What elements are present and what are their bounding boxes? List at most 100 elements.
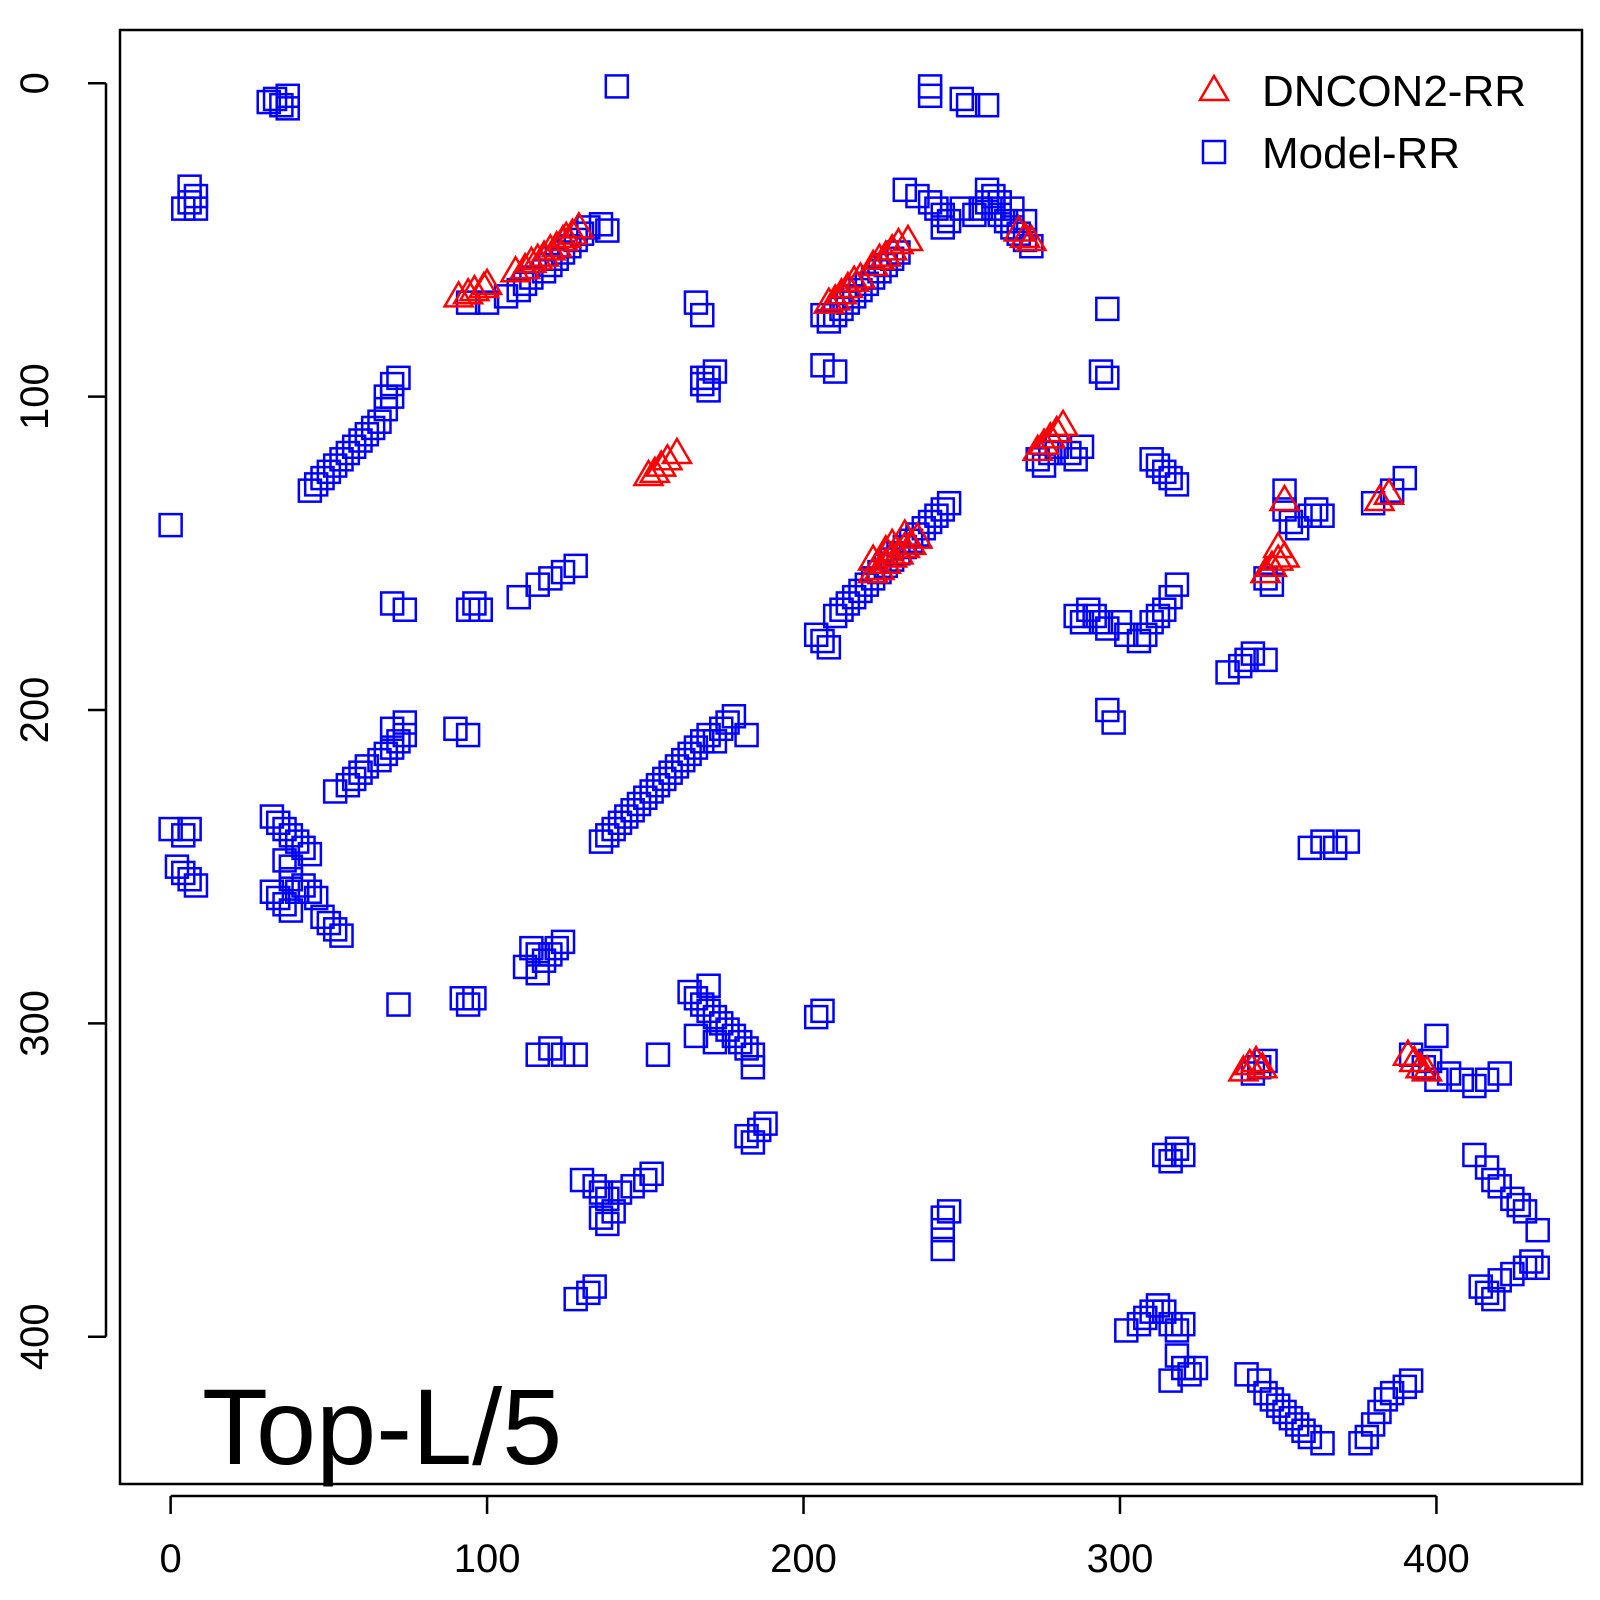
model-rr-point [949, 196, 975, 221]
model-rr-point [810, 998, 835, 1024]
model-rr-point [1360, 1412, 1386, 1437]
model-rr-point [917, 83, 943, 109]
model-rr-point [297, 478, 323, 503]
dncon2-rr-point [1008, 220, 1042, 249]
model-rr-point [158, 816, 183, 842]
model-rr-point [588, 1180, 614, 1205]
x-tick-label: 200 [770, 1537, 837, 1581]
model-rr-point [1487, 1174, 1512, 1199]
model-rr-point [462, 591, 487, 616]
model-rr-point [595, 1186, 620, 1212]
model-rr-point [911, 515, 937, 541]
model-rr-point [753, 1111, 778, 1136]
model-rr-point [1367, 1399, 1392, 1425]
model-rr-point [696, 998, 721, 1024]
model-rr-point [348, 760, 373, 785]
model-rr-point [171, 860, 196, 886]
model-rr-point [538, 566, 563, 591]
dncon2-rr-point [1363, 483, 1396, 512]
model-rr-point [272, 816, 297, 842]
dncon2-rr-point [1372, 477, 1406, 506]
model-rr-point [639, 779, 664, 804]
model-rr-point [1152, 1142, 1177, 1168]
model-rr-point [1506, 1192, 1531, 1218]
model-rr-point [1354, 1424, 1380, 1450]
x-tick-label: 0 [160, 1537, 182, 1581]
model-rr-point [1145, 603, 1171, 629]
model-rr-point [449, 986, 475, 1011]
model-rr-point [1284, 515, 1310, 541]
dncon2-rr-point [527, 239, 561, 267]
model-rr-point [1069, 434, 1095, 460]
model-rr-point [1310, 829, 1335, 854]
model-rr-point [275, 96, 300, 121]
model-rr-point [177, 190, 202, 215]
dncon2-rr-point [863, 242, 896, 271]
model-rr-point [601, 816, 626, 842]
model-rr-point [1107, 610, 1133, 635]
model-rr-point [1234, 1362, 1259, 1387]
model-rr-point [677, 979, 702, 1005]
model-rr-point [664, 754, 690, 779]
model-rr-point [1246, 1368, 1272, 1393]
model-rr-point [930, 215, 956, 240]
model-rr-point [1171, 1311, 1196, 1337]
model-rr-point [1152, 1299, 1177, 1324]
model-rr-point [930, 1236, 956, 1262]
model-rr-point [696, 365, 721, 391]
model-rr-point [822, 603, 848, 629]
model-rr-point [658, 760, 683, 785]
model-rr-point [1088, 359, 1114, 384]
model-rr-point [1392, 1374, 1418, 1400]
model-rr-point [291, 873, 316, 898]
dncon2-rr-point [1046, 408, 1080, 437]
model-rr-point [335, 772, 361, 798]
model-rr-point [683, 290, 709, 315]
legend: DNCON2-RR Model-RR [1197, 67, 1526, 178]
dncon2-rr-point [1002, 214, 1035, 242]
model-rr-point [1234, 647, 1259, 673]
dncon2-rr-point [891, 223, 925, 252]
model-rr-point [930, 1205, 956, 1230]
model-rr-point [1272, 1399, 1297, 1425]
model-rr-point [1164, 1136, 1190, 1161]
model-rr-point [259, 804, 285, 829]
model-rr-point [588, 212, 614, 237]
model-rr-point [354, 421, 380, 447]
model-rr-point [1322, 835, 1348, 861]
model-rr-point [1139, 1299, 1164, 1324]
model-rr-point [645, 772, 671, 798]
model-rr-point [981, 196, 1006, 221]
model-rr-point [1474, 1155, 1500, 1180]
model-rr-point [443, 716, 468, 742]
model-rr-point [905, 183, 930, 209]
model-rr-point [525, 572, 550, 597]
dncon2-rr-point [562, 210, 596, 239]
model-rr-point [177, 174, 202, 199]
model-rr-point [322, 917, 348, 942]
model-rr-point [588, 829, 614, 854]
model-rr-point [734, 722, 759, 748]
model-rr-point [727, 1029, 753, 1055]
dncon2-rr-point [470, 267, 504, 296]
model-rr-point [1310, 1431, 1335, 1456]
model-rr-point [702, 359, 728, 384]
y-axis: 0 100 200 300 400 [13, 72, 108, 1370]
model-rr-point [930, 202, 956, 228]
model-rr-point [275, 83, 300, 109]
dncon2-rr-point [1015, 223, 1048, 252]
dncon2-rr-point [1239, 1044, 1273, 1073]
dncon2-rr-point [632, 458, 665, 487]
model-rr-point [310, 465, 335, 491]
model-rr-point [1152, 459, 1177, 485]
model-rr-point [462, 986, 487, 1011]
model-rr-point [538, 1036, 563, 1061]
dncon2-rr-point [550, 220, 583, 249]
model-rr-point [949, 86, 975, 112]
model-rr-point [1133, 622, 1158, 648]
dncon2-rr-point [875, 527, 909, 556]
model-rr-point [265, 810, 291, 836]
model-rr-point [1335, 829, 1361, 854]
model-rr-point [158, 512, 183, 538]
